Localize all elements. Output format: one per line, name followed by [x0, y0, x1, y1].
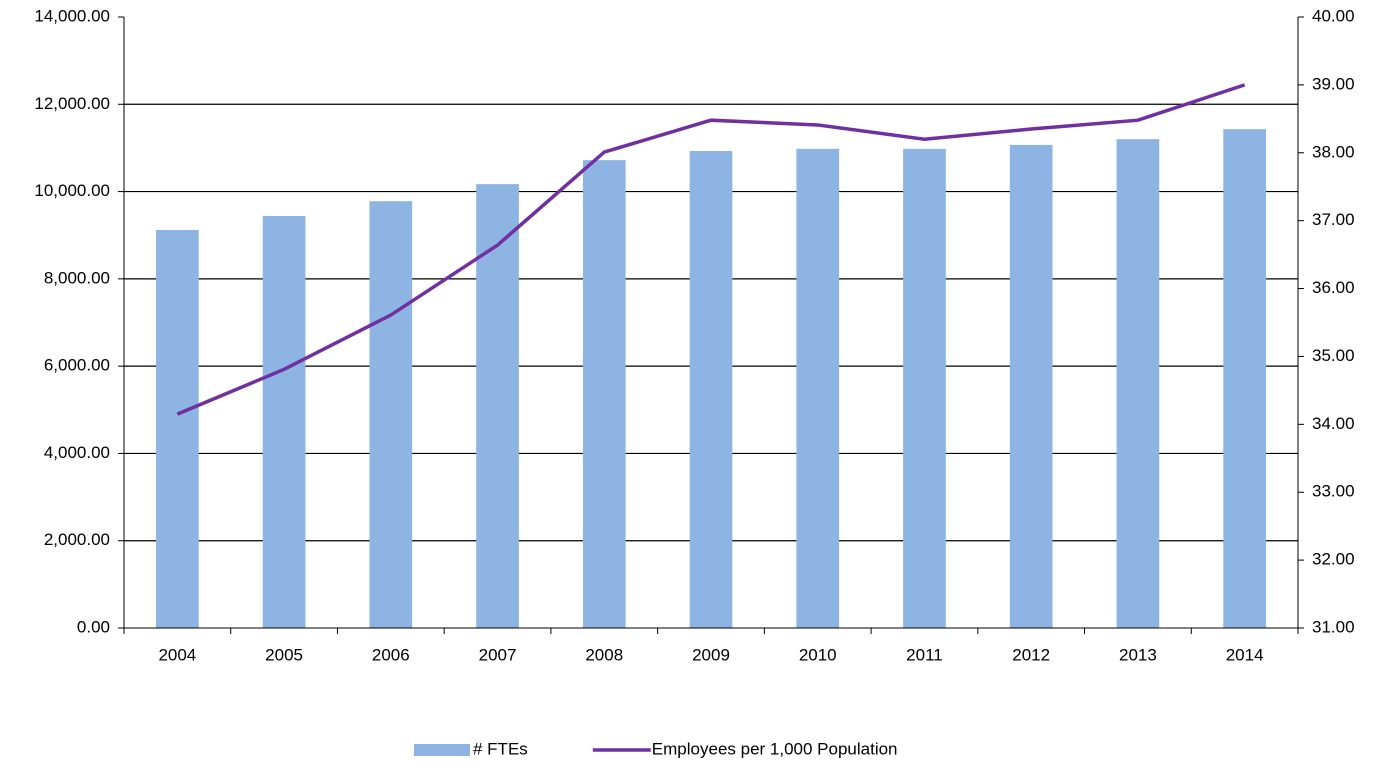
bar: [1223, 129, 1266, 628]
x-tick-label: 2011: [906, 645, 943, 664]
y-tick-label: 12,000.00: [34, 94, 110, 113]
y2-tick-label: 39.00: [1312, 74, 1355, 93]
y-tick-label: 10,000.00: [34, 181, 110, 200]
x-tick-label: 2008: [585, 645, 623, 664]
y-tick-label: 14,000.00: [34, 6, 110, 25]
x-tick-label: 2004: [158, 645, 196, 664]
bar: [1009, 144, 1053, 628]
bar: [689, 150, 733, 628]
bar: [262, 216, 306, 629]
y-tick-label: 6,000.00: [44, 356, 110, 375]
y2-tick-label: 35.00: [1312, 346, 1355, 365]
line: [176, 83, 1246, 416]
x-tick-label: 2010: [799, 645, 837, 664]
y2-tick-label: 31.00: [1312, 617, 1355, 636]
y2-tick-label: 37.00: [1312, 210, 1355, 229]
legend-label: # FTEs: [473, 739, 528, 758]
y2-tick-label: 33.00: [1312, 482, 1355, 501]
y2-tick-label: 32.00: [1312, 550, 1355, 569]
bar: [369, 201, 413, 628]
y-tick-label: 0.00: [77, 617, 110, 636]
y2-tick-label: 38.00: [1312, 142, 1355, 161]
y-tick-label: 2,000.00: [44, 530, 110, 549]
y-tick-label: 8,000.00: [44, 268, 110, 287]
x-tick-label: 2007: [479, 645, 517, 664]
bar: [582, 160, 626, 629]
bar: [903, 148, 946, 628]
legend-label: Employees per 1,000 Population: [652, 739, 898, 758]
x-tick-label: 2009: [692, 645, 730, 664]
bar: [476, 184, 519, 628]
bar: [1116, 139, 1160, 628]
bar: [796, 148, 840, 628]
x-tick-label: 2013: [1119, 645, 1157, 664]
y2-tick-label: 36.00: [1312, 278, 1355, 297]
x-tick-label: 2012: [1012, 645, 1050, 664]
legend-swatch: [414, 744, 470, 756]
bar: [156, 229, 199, 628]
x-tick-label: 2014: [1226, 645, 1264, 664]
x-tick-label: 2006: [372, 645, 410, 664]
y2-tick-label: 40.00: [1312, 6, 1355, 25]
y-tick-label: 4,000.00: [44, 443, 110, 462]
x-tick-label: 2005: [265, 645, 303, 664]
y2-tick-label: 34.00: [1312, 414, 1355, 433]
